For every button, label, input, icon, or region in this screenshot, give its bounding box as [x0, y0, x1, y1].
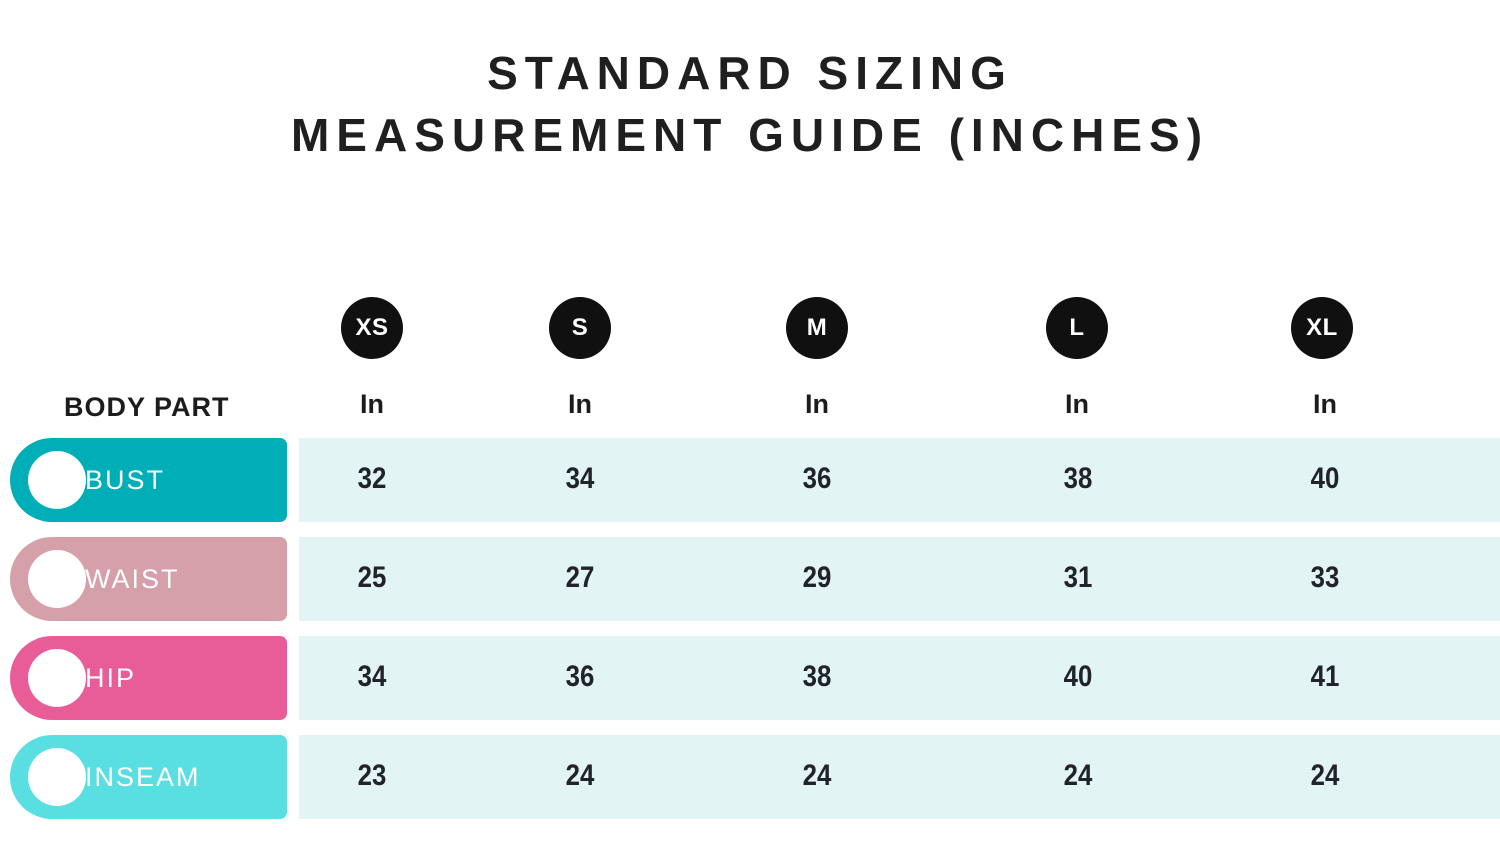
- cell-waist-xs: 25: [357, 561, 387, 594]
- row-pill-bust: BUST: [10, 438, 287, 522]
- cell-waist-m: 29: [802, 561, 832, 594]
- page-title-line2: MEASUREMENT GUIDE (INCHES): [290, 109, 1210, 161]
- row-pill-hip: HIP: [10, 636, 287, 720]
- cell-inseam-xl: 24: [1310, 759, 1340, 792]
- cell-bust-xl: 40: [1310, 462, 1340, 495]
- cell-inseam-s: 24: [565, 759, 595, 792]
- unit-label-l: In: [1065, 389, 1089, 419]
- cell-inseam-xs: 23: [357, 759, 387, 792]
- row-pill-inseam: INSEAM: [10, 735, 287, 819]
- cell-inseam-l: 24: [1063, 759, 1093, 792]
- size-badge-s: S: [549, 297, 611, 359]
- row-marker-circle: [28, 550, 86, 608]
- cell-hip-s: 36: [565, 660, 595, 693]
- row-pill-waist: WAIST: [10, 537, 287, 621]
- row-label-waist: WAIST: [85, 564, 180, 594]
- cell-hip-m: 38: [802, 660, 832, 693]
- row-label-inseam: INSEAM: [85, 762, 201, 792]
- cell-inseam-m: 24: [802, 759, 832, 792]
- cell-hip-xs: 34: [357, 660, 387, 693]
- table-row-band-waist: 25 27 29 31 33: [299, 537, 1500, 621]
- cell-waist-l: 31: [1063, 561, 1093, 594]
- size-badge-xs: XS: [341, 297, 403, 359]
- row-label-bust: BUST: [85, 465, 166, 495]
- page-title-line1: STANDARD SIZING: [487, 47, 1013, 99]
- row-marker-circle: [28, 649, 86, 707]
- unit-label-xl: In: [1313, 389, 1337, 419]
- cell-waist-xl: 33: [1310, 561, 1340, 594]
- size-badge-m: M: [786, 297, 848, 359]
- unit-label-m: In: [805, 389, 829, 419]
- unit-label-xs: In: [360, 389, 384, 419]
- row-label-hip: HIP: [85, 663, 137, 693]
- table-row-band-hip: 34 36 38 40 41: [299, 636, 1500, 720]
- table-row-band-inseam: 23 24 24 24 24: [299, 735, 1500, 819]
- cell-bust-l: 38: [1063, 462, 1093, 495]
- cell-bust-m: 36: [802, 462, 832, 495]
- unit-label-s: In: [568, 389, 592, 419]
- row-marker-circle: [28, 451, 86, 509]
- size-badge-l: L: [1046, 297, 1108, 359]
- cell-hip-l: 40: [1063, 660, 1093, 693]
- cell-bust-s: 34: [565, 462, 595, 495]
- table-row-band-bust: 32 34 36 38 40: [299, 438, 1500, 522]
- cell-waist-s: 27: [565, 561, 595, 594]
- cell-hip-xl: 41: [1310, 660, 1340, 693]
- cell-bust-xs: 32: [357, 462, 387, 495]
- body-part-column-header: BODY PART: [64, 392, 230, 422]
- row-marker-circle: [28, 748, 86, 806]
- size-badge-xl: XL: [1291, 297, 1353, 359]
